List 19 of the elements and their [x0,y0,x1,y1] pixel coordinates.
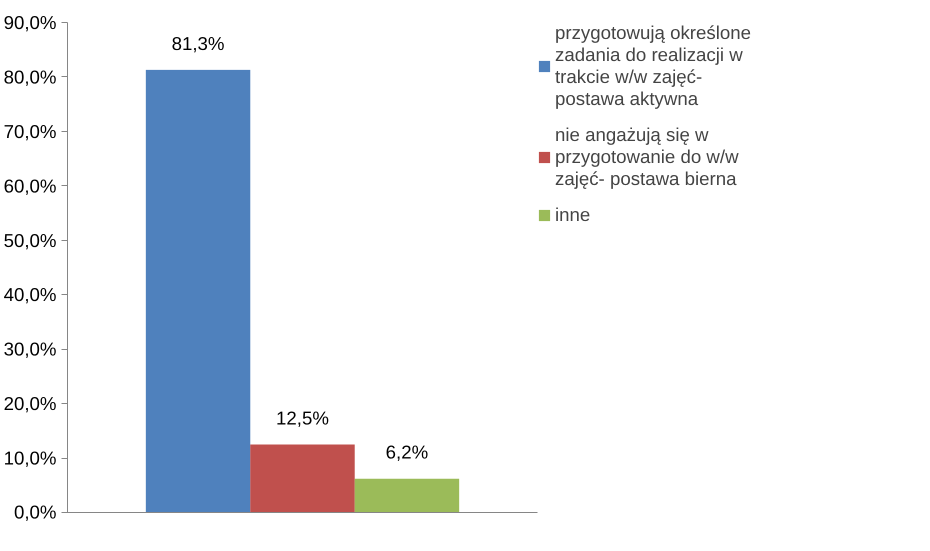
y-tick-label: 10,0% [4,448,57,469]
y-tick-label: 20,0% [4,393,57,414]
y-tick-label: 40,0% [4,284,57,306]
bar [250,444,355,512]
bar [354,478,460,512]
y-tick-label: 50,0% [4,230,57,251]
y-tick-label: 30,0% [4,338,57,360]
y-tick-label: 70,0% [4,120,57,142]
legend-label: przygotowują określone zadania do realizacji w trakcie w/w zajęć- postawa aktywna [555,22,751,110]
y-tick-label: 60,0% [4,175,57,196]
legend-label: inne [555,204,590,226]
data-label: 12,5% [276,407,329,428]
bar [146,70,250,512]
data-label: 81,3% [172,32,225,54]
y-tick-label: 80,0% [4,66,57,88]
y-tick-label: 90,0% [4,12,57,33]
legend-label: nie angażują się w przygotowanie do w/w zajęć- postawa bierna [555,124,739,190]
y-tick-label: 0,0% [14,502,57,522]
data-label: 6,2% [386,442,428,463]
